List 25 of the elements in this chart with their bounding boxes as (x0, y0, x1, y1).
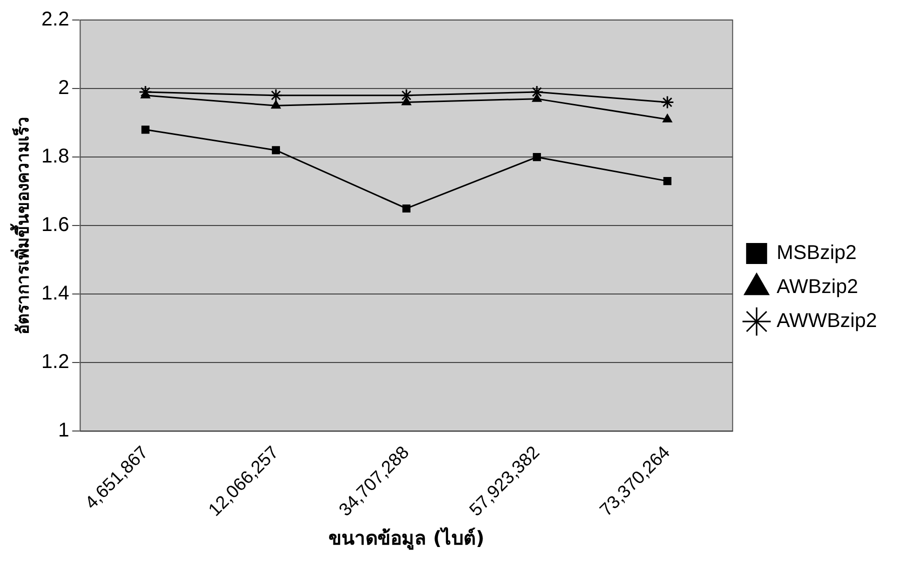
y-tick-label: 1.8 (41, 146, 70, 168)
point (532, 153, 541, 162)
point (402, 204, 410, 213)
point (662, 114, 672, 122)
legend-label: MSBzip2 (776, 242, 857, 264)
point (271, 100, 281, 109)
y-tick-label: 1.4 (41, 282, 70, 305)
point (663, 177, 672, 186)
legend-label: AWBzip2 (776, 276, 858, 298)
point (530, 85, 544, 99)
point (141, 126, 150, 134)
point (272, 146, 280, 154)
y-tick-label: 1 (58, 420, 70, 442)
y-tick-label: 1.2 (41, 351, 70, 374)
point (402, 96, 412, 106)
x-axis-title: ขนาดข้อมูล (ไบต์) (328, 526, 484, 551)
point (532, 93, 542, 102)
y-axis-title: อัตราการเพิ่มขึ้นของความเร็ว (10, 116, 34, 335)
point (400, 88, 414, 102)
y-tick-label: 2 (58, 77, 70, 100)
point (660, 95, 674, 109)
y-tick-label: 1.6 (41, 214, 70, 236)
y-tick-label: 2.2 (41, 8, 70, 31)
legend-label: AWWBzip2 (776, 310, 878, 332)
point (269, 88, 283, 102)
